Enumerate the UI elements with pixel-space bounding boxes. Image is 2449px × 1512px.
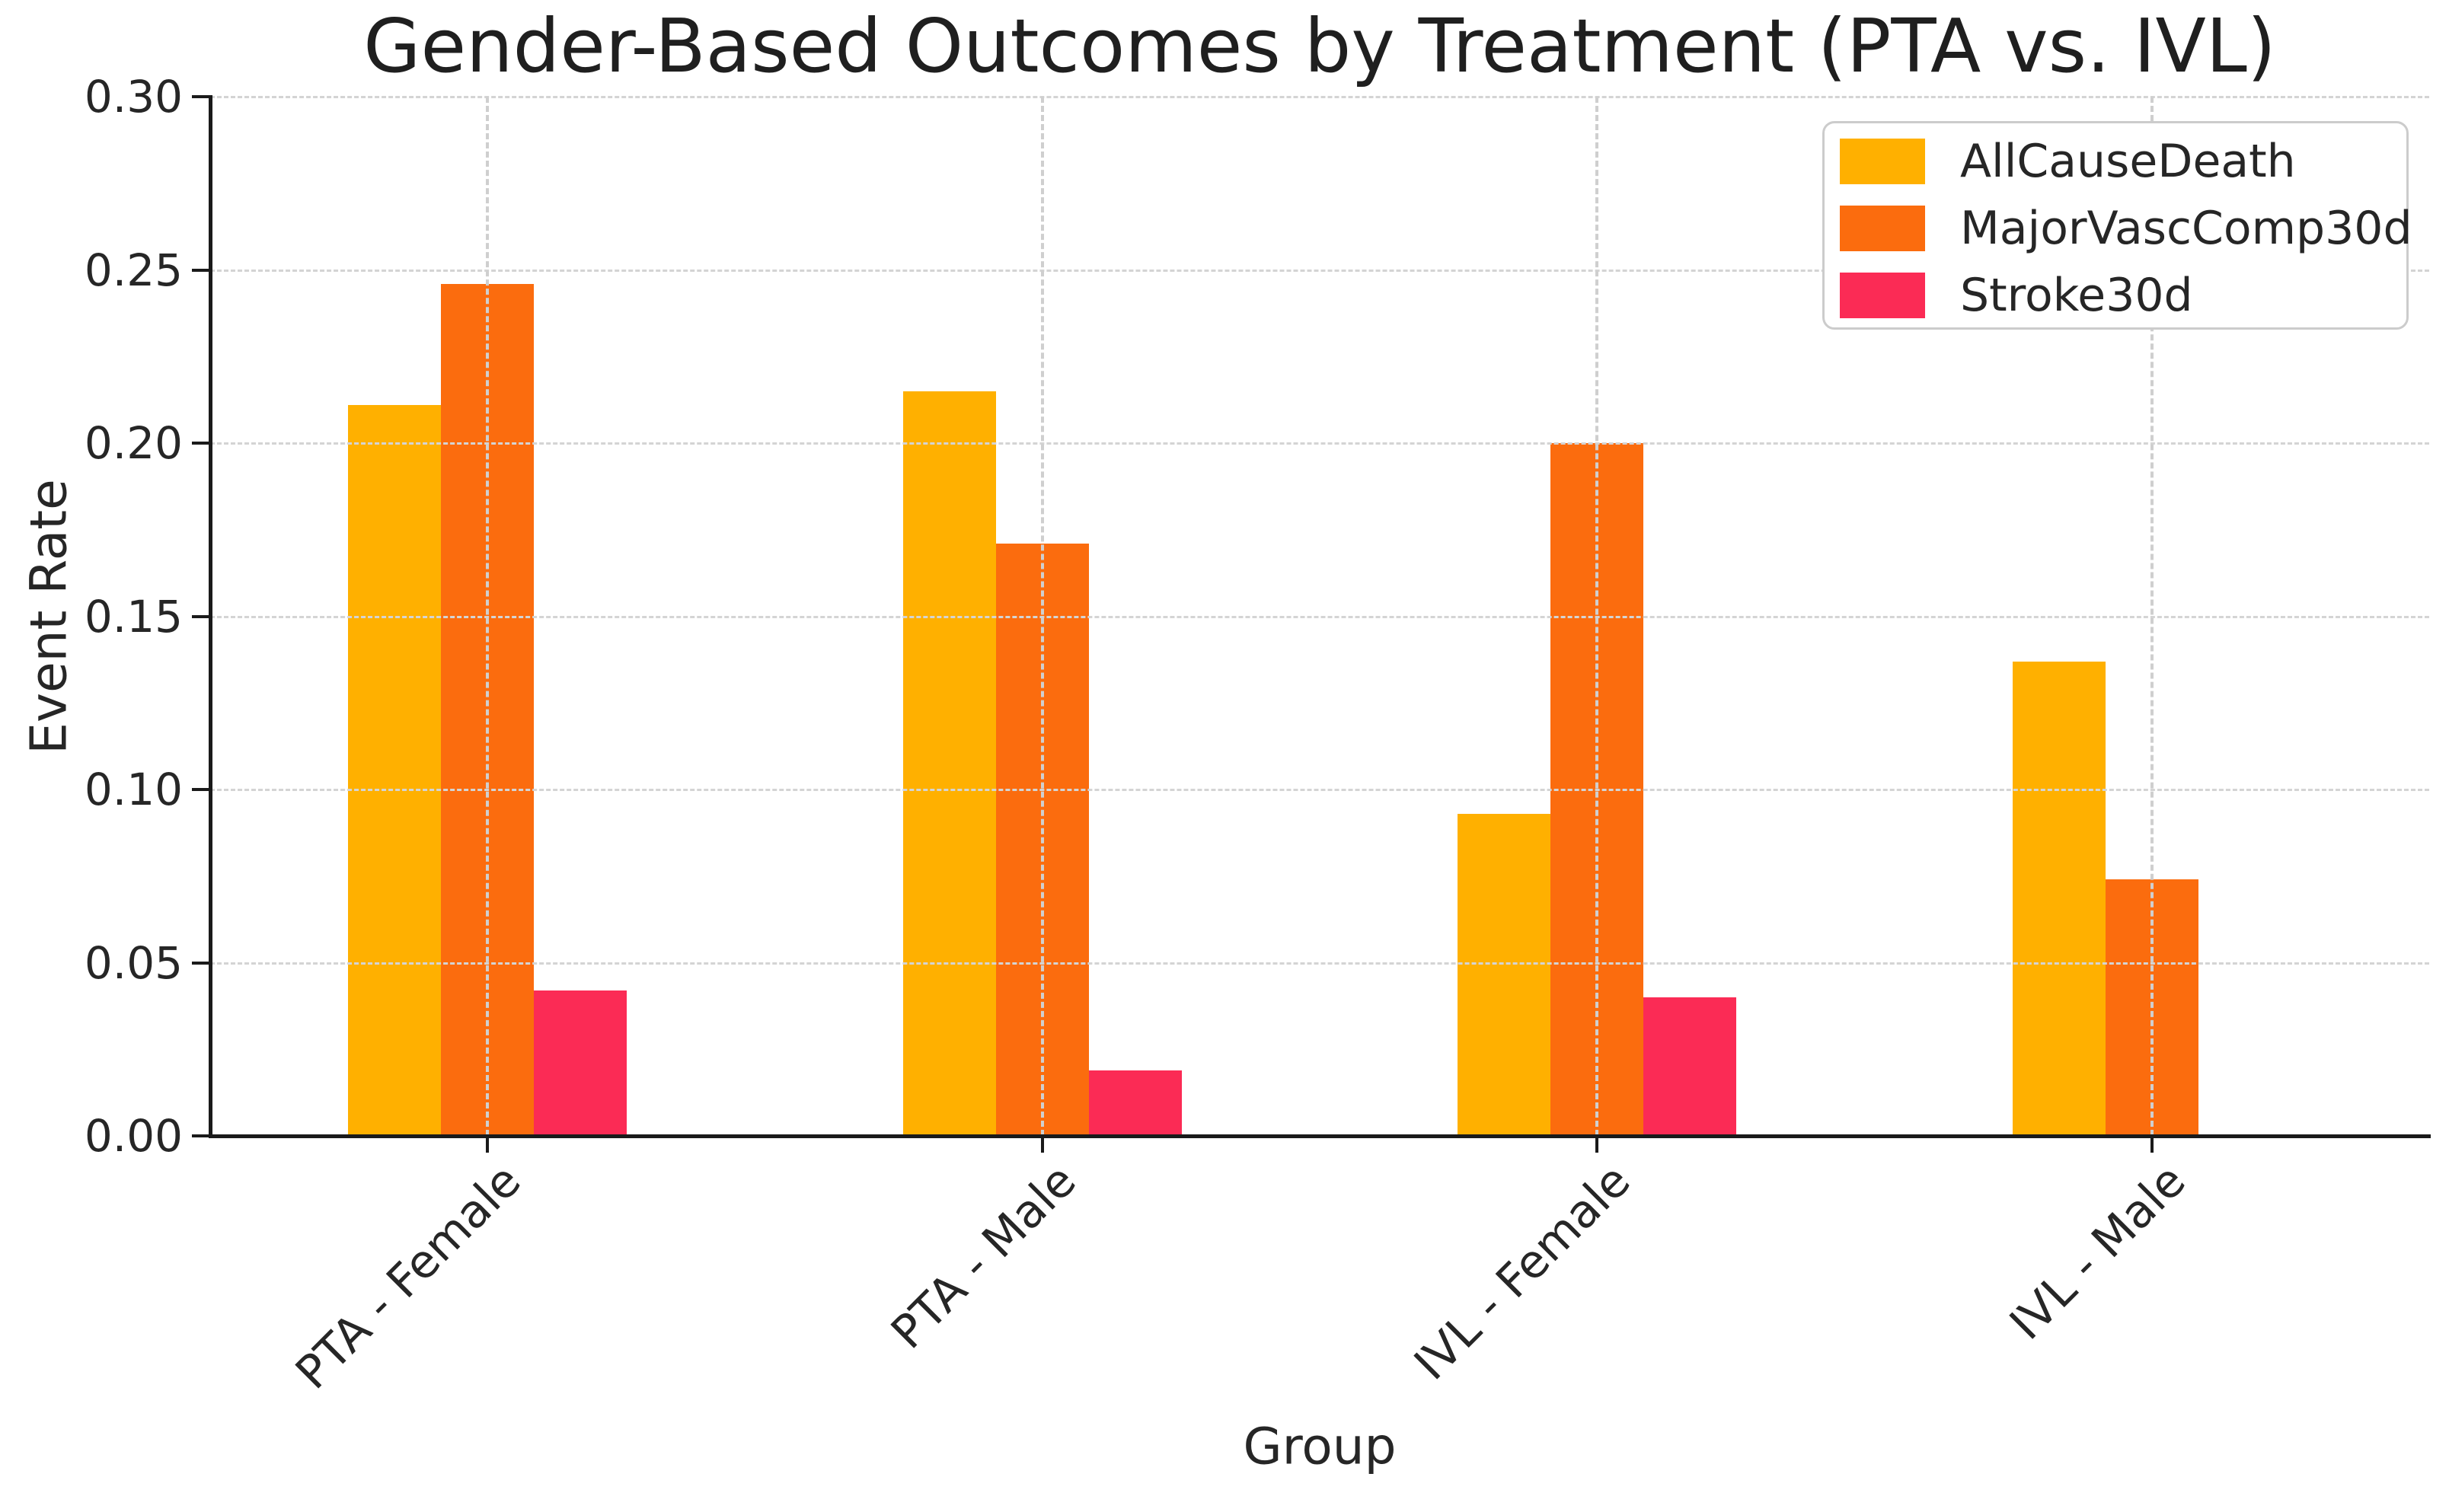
chart-title: Gender-Based Outcomes by Treatment (PTA … [363,3,2276,89]
gridline-y-0.25 [210,269,2429,272]
legend-item-majorvasccomp30d: MajorVascComp30d [1840,195,2412,262]
y-tick-mark [192,614,210,618]
y-tick-mark [192,442,210,445]
legend-box: AllCauseDeath MajorVascComp30d Stroke30d [1822,121,2412,330]
y-tick-mark [192,1134,210,1137]
x-tick-mark [2150,1136,2154,1153]
bar-ivl-female-stroke30d [1643,997,1737,1136]
gridline-x-PTA - Female [486,97,490,1136]
legend-label: Stroke30d [1960,269,2193,322]
legend-swatch-stroke30d-icon [1840,273,1925,318]
x-tick-label: PTA - Female [286,1154,532,1400]
gridline-y-0.30 [210,96,2429,98]
legend-swatch-majorvasccomp30d-icon [1840,206,1925,251]
y-tick-mark [192,961,210,965]
y-tick-label: 0.05 [84,936,183,989]
y-tick-label: 0.20 [84,417,183,469]
bar-pta-female-stroke30d [534,990,627,1136]
gridline-y-0.15 [210,615,2429,618]
legend-label: AllCauseDeath [1960,135,2296,188]
y-tick-label: 0.25 [84,244,183,296]
y-axis-spine [209,95,212,1138]
legend-item-allcausedeath: AllCauseDeath [1840,128,2406,195]
x-tick-mark [486,1136,490,1153]
gridline-y-0.10 [210,789,2429,791]
gridline-x-IVL - Male [2150,97,2154,1136]
gridline-y-0.05 [210,962,2429,965]
x-axis-spine [209,1134,2431,1138]
legend-swatch-allcausedeath-icon [1840,139,1925,184]
y-tick-mark [192,268,210,272]
bar-ivl-male-allcausedeath [2012,661,2106,1136]
x-tick-mark [1595,1136,1599,1153]
x-tick-label: IVL - Female [1404,1154,1641,1391]
x-axis-label: Group [1243,1417,1397,1476]
legend-item-stroke30d: Stroke30d [1840,262,2406,329]
y-tick-label: 0.00 [84,1110,183,1162]
x-tick-mark [1040,1136,1044,1153]
y-tick-mark [192,95,210,98]
x-tick-label: PTA - Male [880,1154,1087,1360]
bar-pta-male-allcausedeath [902,391,996,1136]
gridline-x-PTA - Male [1040,97,1044,1136]
bar-ivl-female-allcausedeath [1458,813,1551,1136]
y-tick-label: 0.15 [84,590,183,643]
gridline-y-0.20 [210,442,2429,445]
y-tick-label: 0.10 [84,764,183,815]
y-tick-label: 0.30 [84,71,183,123]
x-tick-label: IVL - Male [1999,1154,2196,1351]
bar-pta-female-allcausedeath [348,404,442,1136]
gridline-x-IVL - Female [1595,97,1599,1136]
bar-pta-male-stroke30d [1088,1070,1182,1136]
legend-label: MajorVascComp30d [1960,202,2412,255]
y-tick-mark [192,788,210,791]
